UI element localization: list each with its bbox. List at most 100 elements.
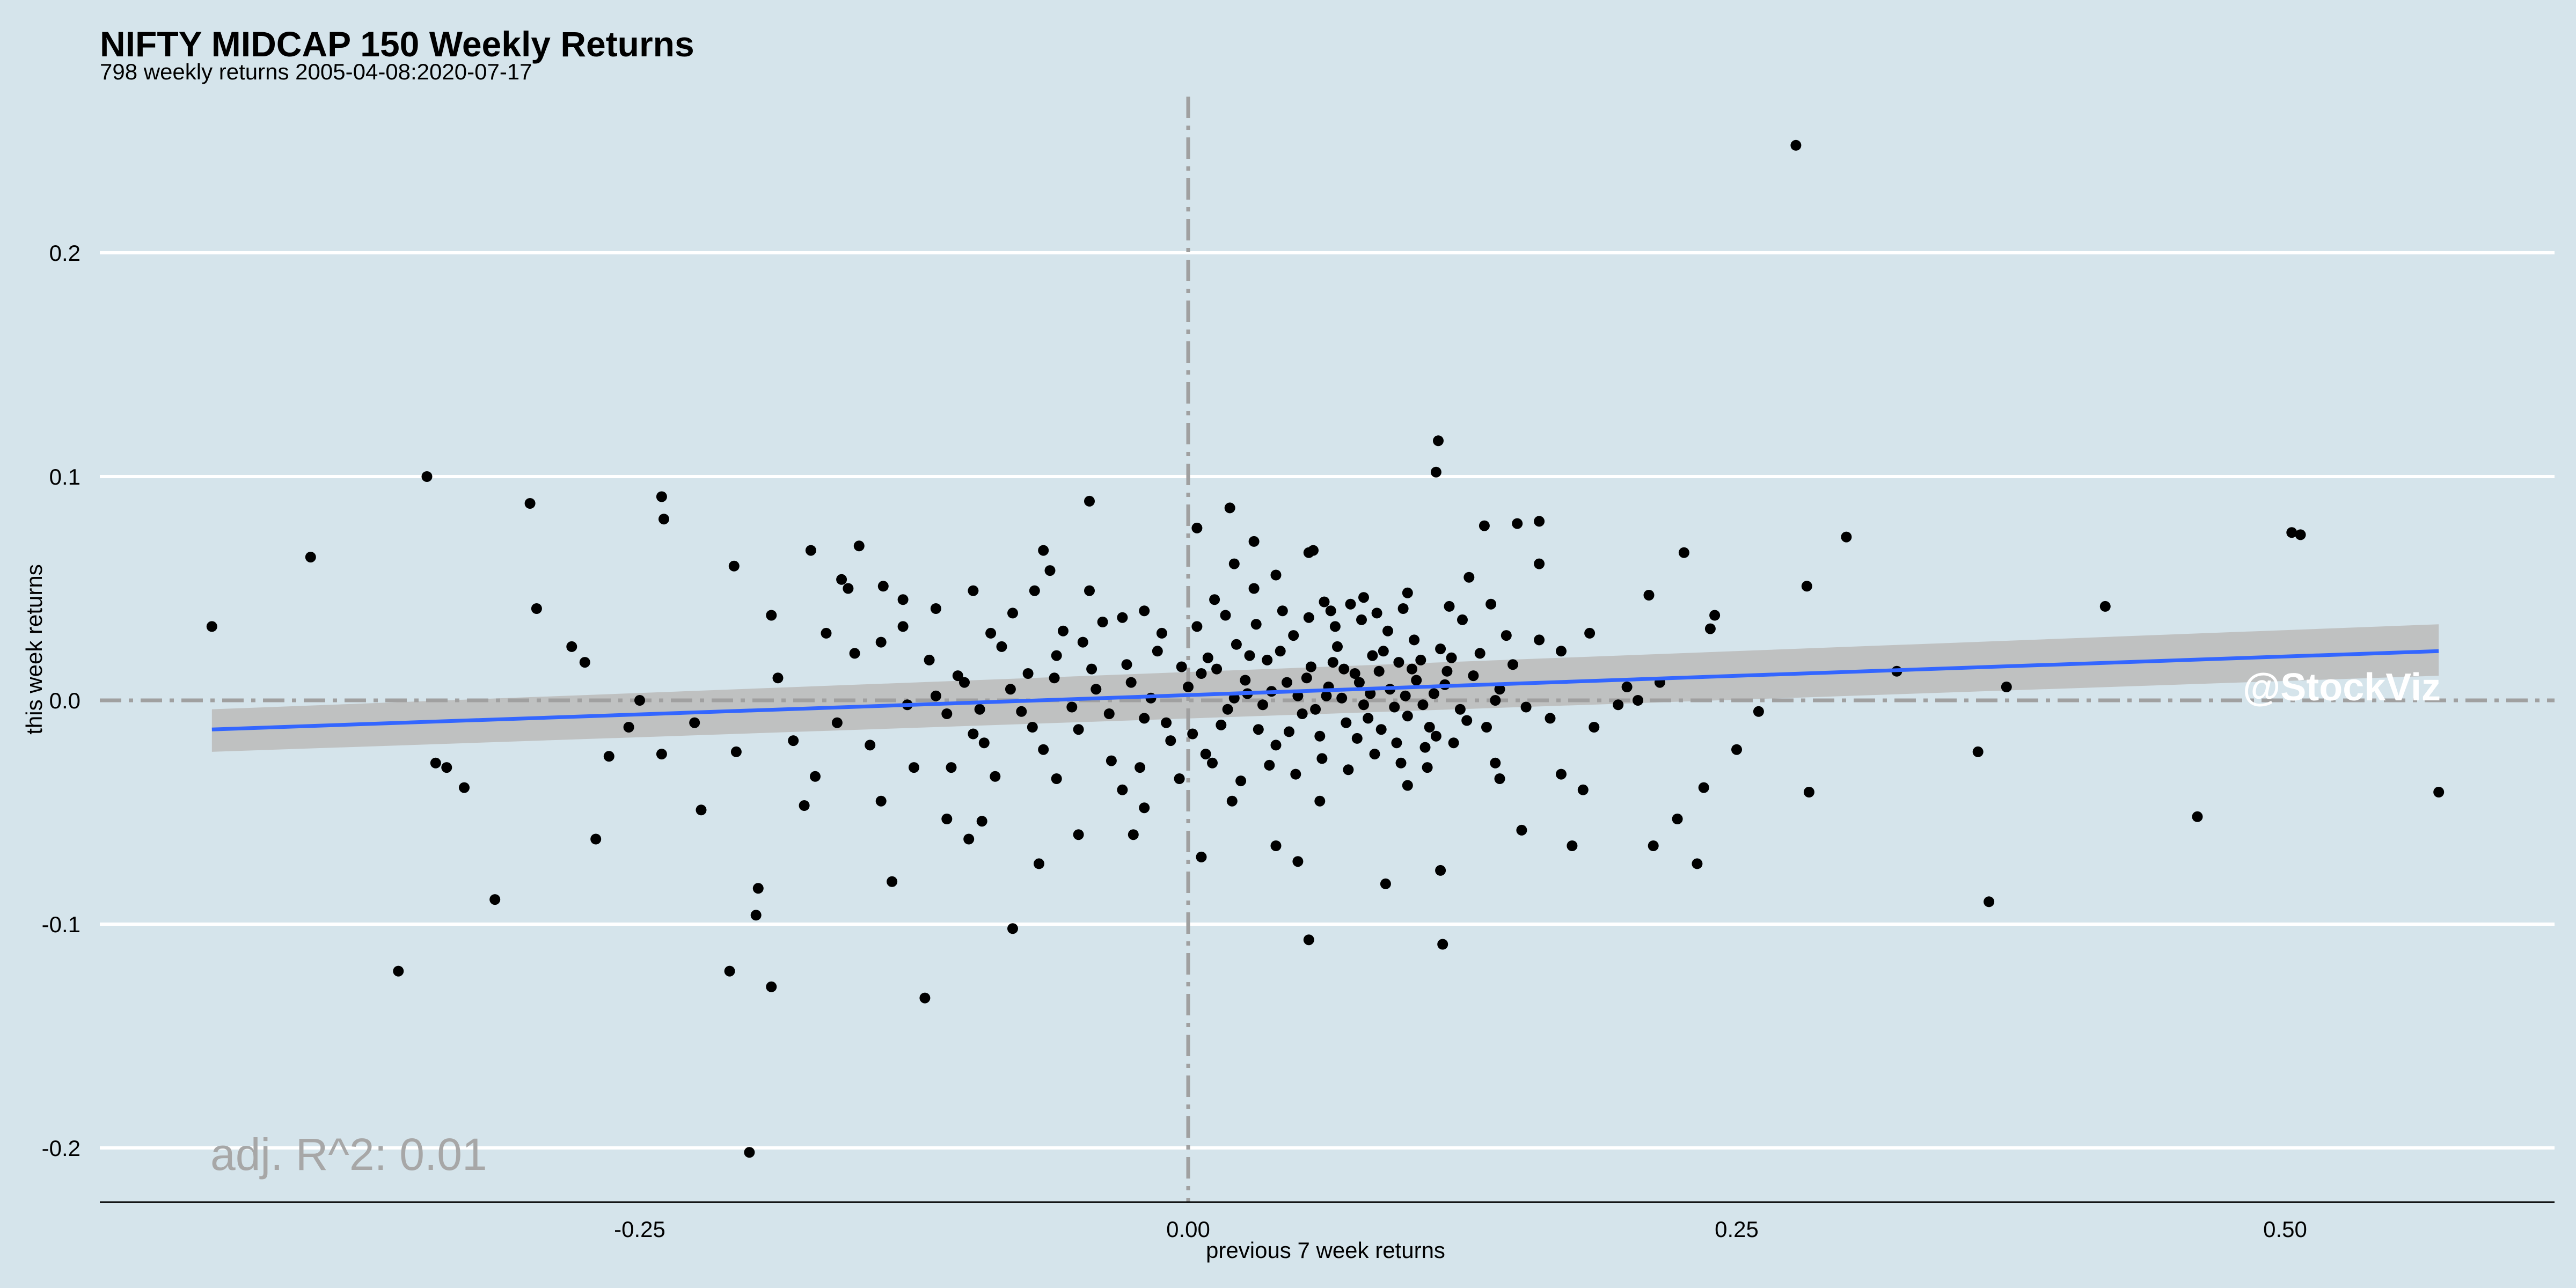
data-point <box>1373 665 1385 677</box>
data-point <box>1481 722 1492 733</box>
data-point <box>1501 630 1512 641</box>
data-point <box>656 491 667 502</box>
data-point <box>1139 605 1150 617</box>
data-point <box>1211 663 1223 675</box>
data-point <box>887 876 898 887</box>
data-point <box>1731 744 1742 755</box>
data-point <box>1790 140 1802 151</box>
data-point <box>1191 621 1203 632</box>
data-point <box>996 641 1007 652</box>
x-tick-label: 0.00 <box>1166 1217 1210 1242</box>
data-point <box>634 695 645 706</box>
data-point <box>1235 775 1247 787</box>
data-point <box>1803 787 1814 797</box>
data-point <box>1428 688 1439 699</box>
data-point <box>1228 558 1240 569</box>
data-point <box>1277 605 1288 617</box>
data-point <box>1382 625 1393 636</box>
data-point <box>1648 840 1659 851</box>
data-point <box>1353 677 1365 688</box>
data-point <box>1270 840 1282 851</box>
data-point <box>1341 717 1352 728</box>
y-tick-label: 0.0 <box>49 688 80 713</box>
data-point <box>1103 708 1115 719</box>
data-point <box>1556 769 1567 780</box>
data-point <box>1007 608 1018 619</box>
data-point <box>1106 755 1117 766</box>
x-tick-label: -0.25 <box>614 1217 665 1242</box>
data-point <box>766 610 777 621</box>
data-point <box>1038 744 1049 755</box>
data-point <box>1117 612 1128 623</box>
data-point <box>1091 684 1102 695</box>
data-point <box>1358 699 1369 711</box>
x-tick-labels: -0.25 0.00 0.25 0.50 <box>614 1217 2307 1242</box>
data-point <box>658 514 669 525</box>
data-point <box>1244 650 1255 661</box>
x-tick-label: 0.50 <box>2263 1217 2307 1242</box>
data-point <box>1351 733 1363 744</box>
data-point <box>2286 527 2297 538</box>
data-point <box>1332 641 1343 652</box>
data-point <box>976 816 987 827</box>
data-point <box>1292 856 1304 867</box>
data-point <box>1250 619 1262 630</box>
data-point <box>206 621 217 632</box>
data-point <box>875 795 887 807</box>
data-point <box>1402 780 1413 791</box>
data-point <box>1200 749 1211 760</box>
data-point <box>421 471 433 482</box>
data-point <box>1152 646 1163 657</box>
data-point <box>853 540 865 552</box>
y-tick-labels: -0.2 -0.1 0.0 0.1 0.2 <box>42 240 80 1161</box>
data-point <box>1308 545 1319 556</box>
data-point <box>2433 787 2445 797</box>
data-point <box>1643 590 1655 601</box>
data-point <box>1248 536 1260 547</box>
data-point <box>1343 764 1354 775</box>
data-point <box>696 804 707 816</box>
data-point <box>1303 934 1314 946</box>
data-point <box>1435 865 1446 876</box>
data-point <box>1584 627 1596 639</box>
data-point <box>1417 699 1429 711</box>
data-point <box>1029 585 1040 596</box>
y-gridlines <box>100 251 2555 1150</box>
data-point <box>919 992 931 1004</box>
data-point <box>1389 701 1400 713</box>
data-point <box>1479 520 1490 531</box>
data-point <box>941 814 953 824</box>
data-point <box>1207 757 1218 769</box>
data-point <box>897 594 909 605</box>
data-point <box>1400 690 1411 701</box>
data-point <box>1672 814 1683 824</box>
data-point <box>1049 672 1060 684</box>
data-point <box>2001 682 2012 692</box>
data-point <box>1463 572 1475 583</box>
data-point <box>1135 762 1146 773</box>
data-point <box>1303 612 1314 623</box>
y-tick-label: 0.1 <box>49 464 80 489</box>
data-point <box>963 833 975 845</box>
data-point <box>1066 701 1078 713</box>
data-point <box>959 677 970 688</box>
data-point <box>1139 713 1150 724</box>
data-point <box>1275 646 1286 657</box>
data-point <box>1397 603 1409 614</box>
data-point <box>1321 690 1332 701</box>
data-point <box>1411 675 1422 686</box>
data-point <box>985 627 997 639</box>
data-point <box>831 717 843 728</box>
data-point <box>1128 829 1139 840</box>
data-point <box>1257 699 1268 711</box>
data-point <box>1424 722 1435 733</box>
data-point <box>1139 802 1150 814</box>
data-point <box>946 762 957 773</box>
data-point <box>1202 652 1213 663</box>
regression-group <box>211 649 2439 731</box>
data-point <box>531 603 542 614</box>
data-point <box>1176 661 1187 672</box>
data-point <box>1005 684 1016 695</box>
data-point <box>1444 601 1455 612</box>
data-point <box>1380 878 1391 889</box>
